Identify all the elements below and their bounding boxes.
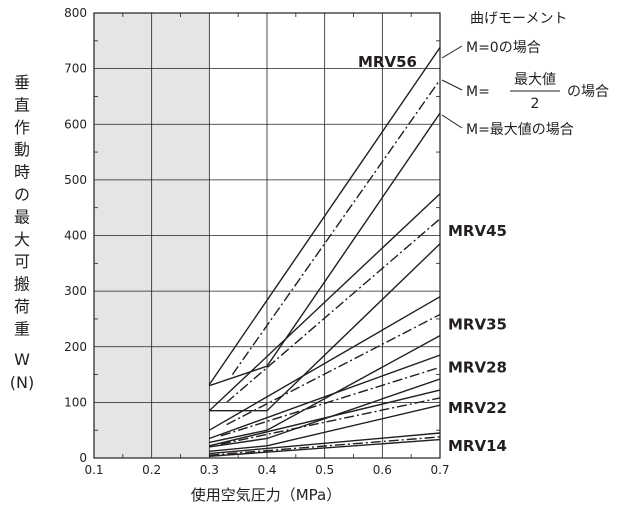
series-line-mrv56 bbox=[209, 112, 441, 387]
legend-entry-3: M=最大値の場合 bbox=[466, 122, 574, 138]
legend-leader-1 bbox=[441, 45, 463, 59]
y-tick-label: 800 bbox=[64, 6, 87, 20]
legend-leader-2 bbox=[441, 79, 463, 91]
series-line-mrv45 bbox=[209, 243, 441, 412]
model-label-mrv45: MRV45 bbox=[448, 222, 507, 240]
y-axis-label-char: 時 bbox=[14, 163, 30, 182]
legend-entry-2-denominator: 2 bbox=[531, 96, 540, 112]
y-axis-label-char: 垂 bbox=[14, 73, 30, 92]
x-tick-label: 0.2 bbox=[142, 463, 161, 477]
x-tick-label: 0.6 bbox=[373, 463, 392, 477]
series-line-mrv22 bbox=[209, 389, 441, 447]
y-axis-label-char: 直 bbox=[14, 95, 30, 114]
y-axis-label-char: 重 bbox=[14, 319, 30, 338]
series-line-mrv56 bbox=[231, 79, 441, 376]
model-label-mrv28: MRV28 bbox=[448, 358, 507, 376]
series-line-mrv22 bbox=[209, 404, 441, 452]
y-axis-label-char: 可 bbox=[14, 252, 30, 271]
y-tick-label: 500 bbox=[64, 173, 87, 187]
y-axis-symbol: W bbox=[14, 350, 30, 369]
series-layer bbox=[208, 47, 441, 457]
y-axis-label-char: 荷 bbox=[14, 297, 30, 316]
y-axis-label-char: の bbox=[14, 185, 30, 204]
series-line-mrv35 bbox=[209, 334, 441, 444]
y-tick-label: 700 bbox=[64, 62, 87, 76]
plot-area: 0.1 0.2 0.3 0.4 0.5 0.6 0.7 0 100 200 300 400 500 600… bbox=[64, 6, 449, 477]
y-axis-unit: (N) bbox=[10, 373, 34, 392]
model-label-mrv22: MRV22 bbox=[448, 399, 507, 417]
y-axis-label-char: 最 bbox=[14, 207, 30, 226]
x-tick-label: 0.7 bbox=[430, 463, 449, 477]
y-tick-label: 200 bbox=[64, 340, 87, 354]
x-axis-title: 使用空気圧力（MPa） bbox=[191, 486, 342, 504]
legend-entry-1: M=0の場合 bbox=[466, 40, 541, 56]
legend-entry-2-prefix: M= bbox=[466, 84, 490, 100]
model-label-mrv56: MRV56 bbox=[358, 53, 417, 71]
series-line-mrv35 bbox=[226, 313, 441, 426]
y-axis-label-char: 搬 bbox=[14, 275, 30, 294]
y-axis-label-char: 動 bbox=[14, 140, 30, 159]
series-line-mrv14 bbox=[209, 432, 441, 455]
y-axis-label-char: 大 bbox=[14, 230, 30, 249]
series-line-mrv45 bbox=[208, 193, 441, 412]
series-line-mrv14 bbox=[209, 438, 441, 457]
legend-title: 曲げモーメント bbox=[470, 11, 567, 27]
legend-entry-2-suffix: の場合 bbox=[567, 84, 609, 100]
series-line-mrv28 bbox=[209, 378, 441, 448]
y-tick-label: 400 bbox=[64, 229, 87, 243]
series-line-mrv14 bbox=[209, 436, 441, 456]
series-line-mrv22 bbox=[220, 397, 441, 445]
model-label-mrv35: MRV35 bbox=[448, 316, 507, 334]
y-axis-label-char: 作 bbox=[14, 118, 30, 137]
x-tick-label: 0.5 bbox=[315, 463, 334, 477]
series-line-mrv35 bbox=[208, 296, 441, 431]
series-line-mrv45 bbox=[226, 218, 441, 403]
y-tick-label: 300 bbox=[64, 284, 87, 298]
series-line-mrv56 bbox=[208, 47, 441, 385]
legend: 曲げモーメント M=0の場合 M= 最大値 2 の場合 M=最大値の場合 bbox=[441, 11, 609, 138]
model-label-mrv14: MRV14 bbox=[448, 437, 507, 455]
x-tick-label: 0.4 bbox=[257, 463, 276, 477]
y-tick-label: 0 bbox=[79, 451, 87, 465]
y-tick-label: 600 bbox=[64, 117, 87, 131]
y-tick-label: 100 bbox=[64, 395, 87, 409]
series-line-mrv28 bbox=[220, 366, 441, 437]
legend-leader-3 bbox=[441, 114, 463, 129]
plot-frame bbox=[93, 12, 441, 459]
x-tick-label: 0.3 bbox=[200, 463, 219, 477]
legend-entry-2-numerator: 最大値 bbox=[514, 72, 556, 88]
series-line-mrv28 bbox=[209, 354, 441, 440]
x-tick-label: 0.1 bbox=[84, 463, 103, 477]
